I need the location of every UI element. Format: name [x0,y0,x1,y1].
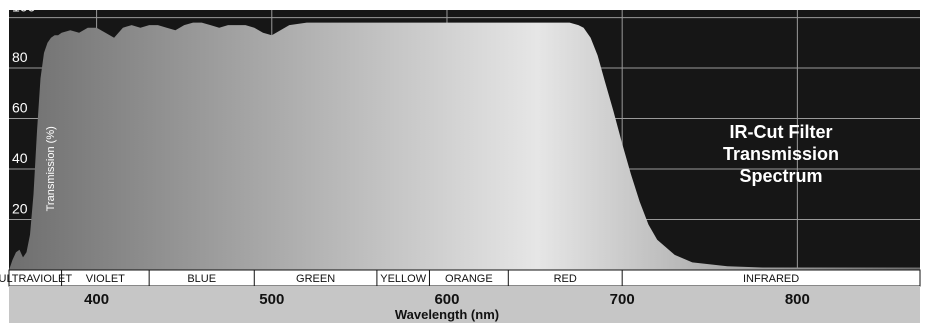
band-label-violet: VIOLET [86,273,125,285]
band-label-green: GREEN [296,273,335,285]
x-tick-500: 500 [259,291,284,308]
y-axis-label: Transmission (%) [45,126,57,211]
x-axis-label: Wavelength (nm) [395,307,499,322]
spectrum-bands: ULTRAVIOLET VIOLET BLUE GREEN YELLOW ORANGE RE… [0,270,920,286]
annotation-line-3: Spectrum [739,166,822,186]
band-label-blue: BLUE [187,273,216,285]
band-label-yellow: YELLOW [380,273,426,285]
x-tick-400: 400 [84,291,109,308]
x-tick-700: 700 [610,291,635,308]
chart-annotation: IR-Cut Filter Transmission Spectrum [723,122,839,186]
y-tick-100: 100 [12,0,36,15]
x-tick-800: 800 [785,291,810,308]
band-label-red: RED [554,273,577,285]
y-tick-20: 20 [12,201,28,217]
annotation-line-2: Transmission [723,144,839,164]
y-tick-80: 80 [12,49,28,65]
band-label-orange: ORANGE [445,273,493,285]
x-tick-600: 600 [434,291,459,308]
y-tick-60: 60 [12,100,28,116]
y-tick-40: 40 [12,150,28,166]
annotation-line-1: IR-Cut Filter [730,122,833,142]
band-label-infrared: INFRARED [743,273,799,285]
